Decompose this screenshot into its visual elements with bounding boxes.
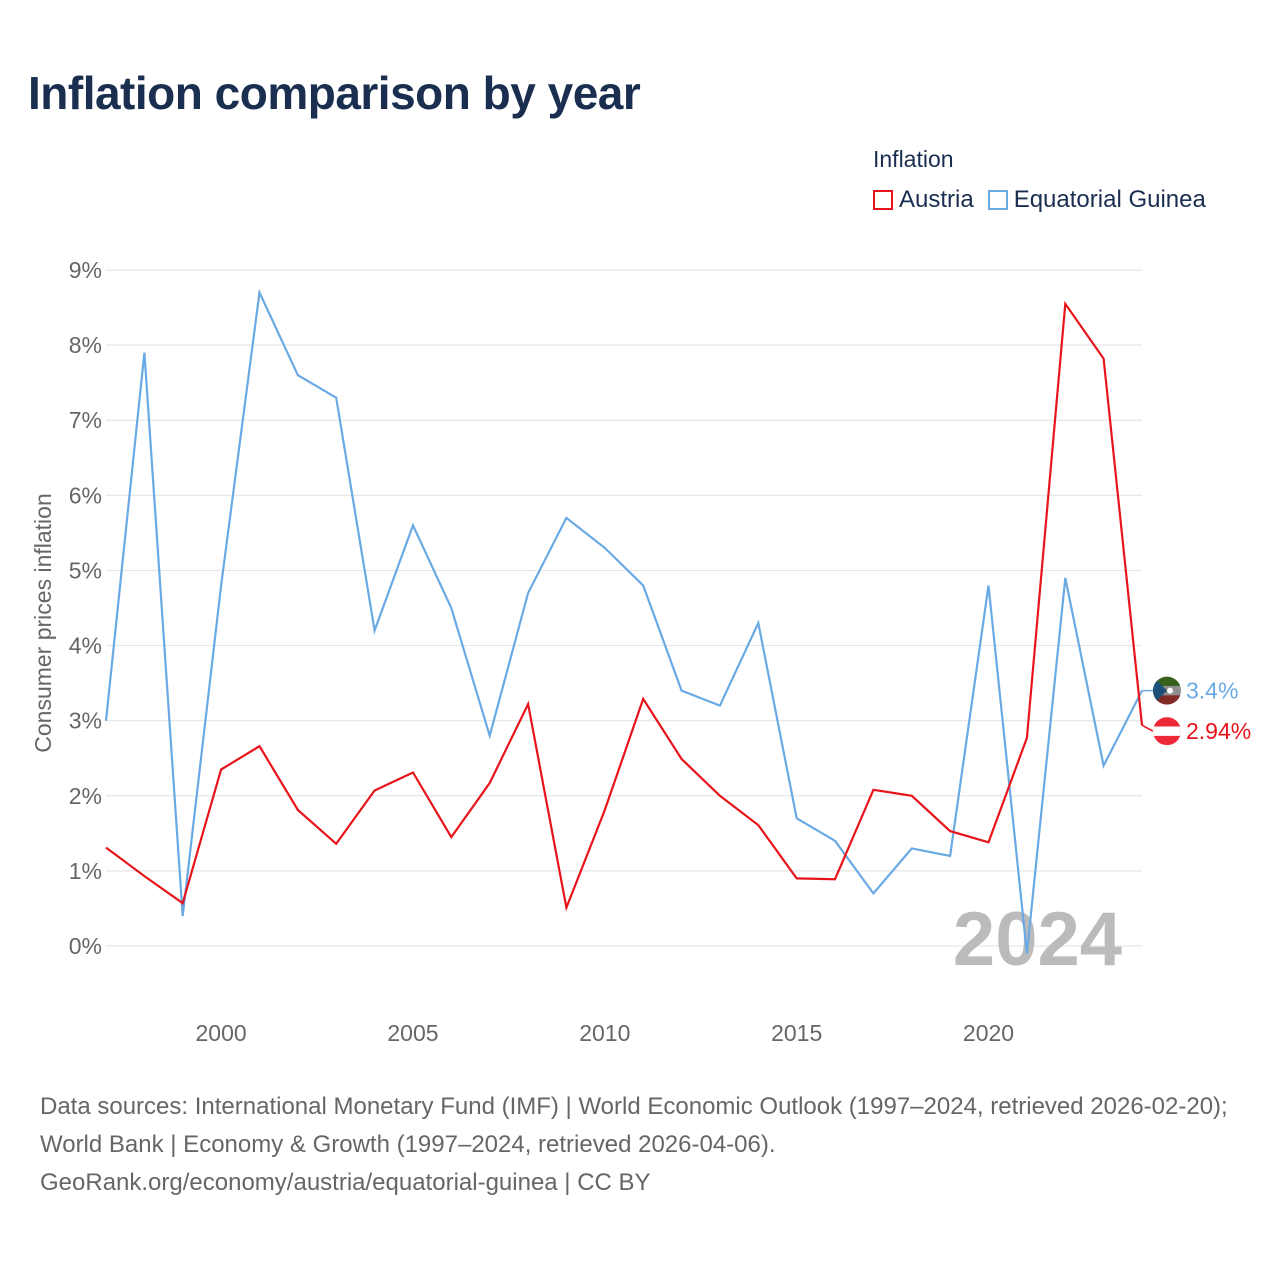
end-value-label-austria: 2.94% [1186, 718, 1251, 744]
x-tick-label: 2010 [579, 1020, 630, 1046]
legend-label-austria: Austria [899, 186, 974, 213]
flag-equatorial-guinea-icon [1153, 676, 1181, 705]
y-tick-label: 9% [69, 257, 102, 283]
y-axis-label: Consumer prices inflation [30, 493, 56, 753]
legend-label-equatorial-guinea: Equatorial Guinea [1013, 186, 1206, 213]
end-markers: 2.94% 3.4% [1141, 676, 1251, 746]
x-tick-label: 2005 [387, 1020, 438, 1046]
y-tick-label: 1% [69, 858, 102, 884]
x-axis-ticks: 2000 2005 2010 2015 2020 [196, 1020, 1015, 1046]
series-line-austria[interactable] [105, 300, 1144, 912]
y-tick-label: 4% [69, 633, 102, 659]
legend-item-austria[interactable]: Austria [873, 186, 974, 214]
series-lines [104, 288, 1144, 954]
x-tick-label: 2020 [963, 1020, 1014, 1046]
x-tick-label: 2000 [196, 1020, 247, 1046]
y-tick-label: 3% [69, 708, 102, 734]
y-tick-label: 8% [69, 332, 102, 358]
flag-austria-icon [1153, 717, 1181, 746]
gridlines [106, 269, 1142, 947]
end-connector-austria [1141, 724, 1154, 732]
sources-text: Data sources: International Monetary Fun… [40, 1093, 1228, 1158]
year-watermark: 2024 [953, 897, 1122, 982]
attribution-link[interactable]: GeoRank.org/economy/austria/equatorial-g… [40, 1169, 651, 1196]
y-tick-label: 7% [69, 407, 102, 433]
legend-title: Inflation [873, 146, 954, 172]
y-tick-label: 5% [69, 557, 102, 583]
y-tick-label: 2% [69, 783, 102, 809]
y-axis-ticks: 0% 1% 2% 3% 4% 5% 6% 7% 8% 9% [69, 257, 102, 959]
x-tick-label: 2015 [771, 1020, 822, 1046]
end-value-label-equatorial-guinea: 3.4% [1186, 678, 1238, 704]
y-tick-label: 6% [69, 482, 102, 508]
y-tick-label: 0% [69, 933, 102, 959]
chart-title: Inflation comparison by year [28, 67, 641, 119]
legend-swatch-austria [873, 190, 893, 210]
legend-item-equatorial-guinea[interactable]: Equatorial Guinea [987, 186, 1206, 214]
series-line-equatorial-guinea[interactable] [104, 288, 1143, 954]
legend-swatch-equatorial-guinea [987, 190, 1008, 210]
data-sources: Data sources: International Monetary Fun… [40, 1088, 1250, 1202]
legend: Austria Equatorial Guinea [873, 186, 1220, 214]
